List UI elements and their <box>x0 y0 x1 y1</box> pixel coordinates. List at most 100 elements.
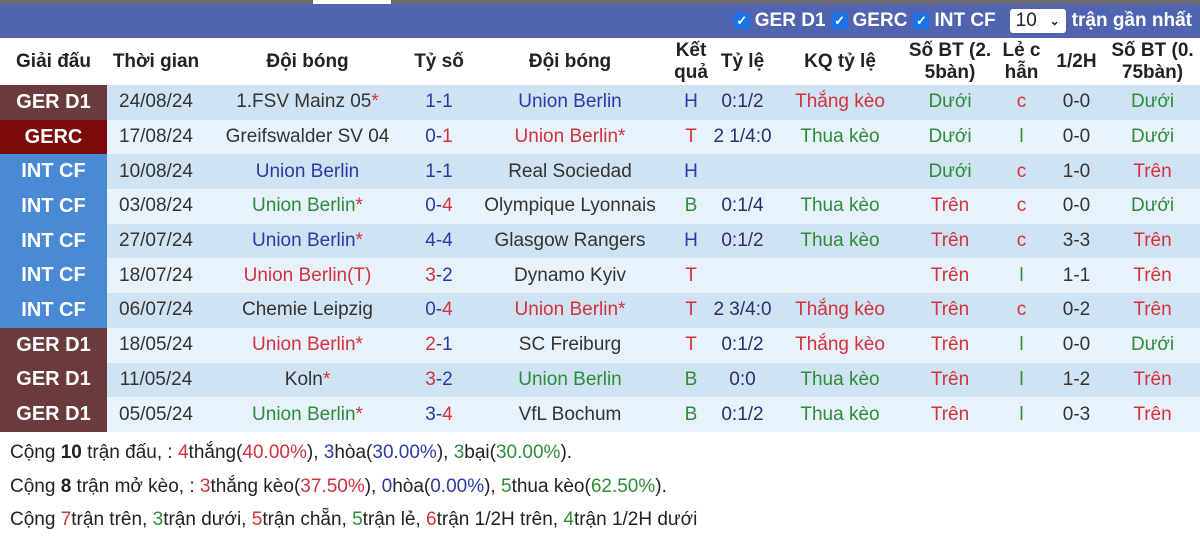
table-row[interactable]: INT CF 18/07/24 Union Berlin(T) 3-2 Dynamo K… <box>0 258 1200 294</box>
header-league: Giải đấu <box>0 38 107 85</box>
handicap-odds: 0:0 <box>710 362 775 398</box>
summary-segment: 0.00% <box>430 475 485 497</box>
table-row[interactable]: INT CF 10/08/24 Union Berlin 1-1 Real Socied… <box>0 154 1200 190</box>
checkbox-icon[interactable]: ✓ <box>831 13 848 29</box>
home-team[interactable]: Union Berlin(T) <box>205 258 410 294</box>
away-team[interactable]: VfL Bochum <box>468 397 672 432</box>
header-half-time: 1/2H <box>1048 38 1105 85</box>
home-team-name: Koln <box>284 368 323 390</box>
score: 0-1 <box>410 119 468 155</box>
filter-int-cf[interactable]: ✓ INT CF <box>913 10 996 32</box>
header-time: Thời gian <box>107 38 205 85</box>
handicap-odds: 0:1/2 <box>710 85 775 120</box>
filter-gerc[interactable]: ✓ GERC <box>831 10 907 32</box>
table-row[interactable]: GER D1 24/08/24 1.FSV Mainz 05* 1-1 Union Be… <box>0 85 1200 120</box>
home-goals: 0 <box>425 195 436 217</box>
match-count-value: 10 <box>1015 10 1037 31</box>
away-team[interactable]: Union Berlin <box>468 362 672 398</box>
table-row[interactable]: INT CF 03/08/24 Union Berlin* 0-4 Olympique … <box>0 189 1200 224</box>
score: 3-2 <box>410 362 468 398</box>
checkbox-icon[interactable]: ✓ <box>733 13 750 29</box>
half-time-score: 0-0 <box>1048 327 1105 363</box>
match-count-select[interactable]: 10 ⌄ <box>1009 9 1066 33</box>
table-row[interactable]: GERC 17/08/24 Greifswalder SV 04 0-1 Union B… <box>0 119 1200 155</box>
home-team[interactable]: Union Berlin <box>205 154 410 190</box>
home-team[interactable]: Union Berlin* <box>205 189 410 224</box>
summary-segment: 5 <box>251 509 263 530</box>
home-goals: 1 <box>425 91 436 113</box>
match-result: H <box>672 85 710 120</box>
handicap-odds <box>710 258 775 294</box>
home-team[interactable]: Union Berlin* <box>205 397 410 432</box>
header-result: Kết quả <box>672 38 710 85</box>
summary-segment: trận trên, <box>71 509 153 530</box>
away-team[interactable]: Real Sociedad <box>468 154 672 190</box>
league-badge: INT CF <box>0 223 107 259</box>
top-strip <box>0 0 1200 4</box>
table-row[interactable]: GER D1 05/05/24 Union Berlin* 3-4 VfL Bochum… <box>0 397 1200 432</box>
summary: Cộng 10 trận đấu, : 4thắng(40.00%), 3hòa… <box>10 436 697 537</box>
score-dash: - <box>435 230 443 252</box>
away-goals: 4 <box>442 230 453 252</box>
away-team[interactable]: Dynamo Kyiv <box>468 258 672 294</box>
checkbox-icon[interactable]: ✓ <box>913 13 930 29</box>
home-goals: 4 <box>425 230 436 252</box>
home-goals: 0 <box>425 126 436 148</box>
recent-matches-label: trận gần nhất <box>1071 10 1192 31</box>
home-team[interactable]: Union Berlin* <box>205 327 410 363</box>
home-star: * <box>355 334 363 356</box>
home-goals: 0 <box>425 299 436 321</box>
summary-segment: 3 <box>152 509 164 530</box>
summary-segment: bại( <box>464 442 496 463</box>
handicap-odds: 0:1/2 <box>710 327 775 363</box>
header-over-under-0-75: Số BT (0. 75bàn) <box>1105 38 1200 85</box>
over-under-0-75: Trên <box>1105 397 1200 432</box>
away-team[interactable]: SC Freiburg <box>468 327 672 363</box>
over-under-0-75: Trên <box>1105 293 1200 328</box>
table-row[interactable]: INT CF 06/07/24 Chemie Leipzig 0-4 Union Ber… <box>0 293 1200 328</box>
away-goals: 2 <box>442 368 453 390</box>
score: 2-1 <box>410 327 468 363</box>
summary-segment: 7 <box>60 509 72 530</box>
score-dash: - <box>435 126 443 148</box>
score-dash: - <box>435 160 443 182</box>
over-under-2-5: Trên <box>905 397 995 432</box>
home-goals: 3 <box>425 403 436 425</box>
summary-segment: hòa( <box>392 475 431 497</box>
over-under-2-5: Dưới <box>905 154 995 190</box>
odd-even: l <box>995 119 1048 155</box>
away-team[interactable]: Union Berlin* <box>468 293 672 328</box>
odd-even: l <box>995 327 1048 363</box>
home-team[interactable]: Union Berlin* <box>205 223 410 259</box>
summary-segment: trận chẵn, <box>262 509 353 530</box>
odd-even: c <box>995 223 1048 259</box>
over-under-2-5: Trên <box>905 189 995 224</box>
away-goals: 1 <box>442 126 453 148</box>
score: 3-4 <box>410 397 468 432</box>
table-row[interactable]: GER D1 18/05/24 Union Berlin* 2-1 SC Freibur… <box>0 327 1200 363</box>
league-badge: INT CF <box>0 293 107 328</box>
home-team[interactable]: 1.FSV Mainz 05* <box>205 85 410 120</box>
filter-ger-d1[interactable]: ✓ GER D1 <box>733 10 826 32</box>
home-team[interactable]: Greifswalder SV 04 <box>205 119 410 155</box>
away-team-name: SC Freiburg <box>518 334 622 356</box>
away-team[interactable]: Olympique Lyonnais <box>468 189 672 224</box>
away-team[interactable]: Glasgow Rangers <box>468 223 672 259</box>
over-under-2-5: Dưới <box>905 85 995 120</box>
table-row[interactable]: INT CF 27/07/24 Union Berlin* 4-4 Glasgow Ra… <box>0 223 1200 259</box>
summary-segment: 37.50% <box>300 475 365 497</box>
away-team[interactable]: Union Berlin <box>468 85 672 120</box>
half-time-score: 0-0 <box>1048 189 1105 224</box>
home-team[interactable]: Chemie Leipzig <box>205 293 410 328</box>
away-team[interactable]: Union Berlin* <box>468 119 672 155</box>
summary-segment: 5 <box>501 475 512 497</box>
summary-segment: 30.00% <box>495 442 561 463</box>
summary-segment: thua kèo( <box>511 475 591 497</box>
match-date: 18/05/24 <box>107 327 205 363</box>
home-team[interactable]: Koln* <box>205 362 410 398</box>
table-row[interactable]: GER D1 11/05/24 Koln* 3-2 Union Berlin B 0:0 Th… <box>0 362 1200 398</box>
summary-segment: 5 <box>352 509 363 530</box>
half-time-score: 0-3 <box>1048 397 1105 432</box>
match-date: 24/08/24 <box>107 85 205 120</box>
match-result: H <box>672 154 710 190</box>
